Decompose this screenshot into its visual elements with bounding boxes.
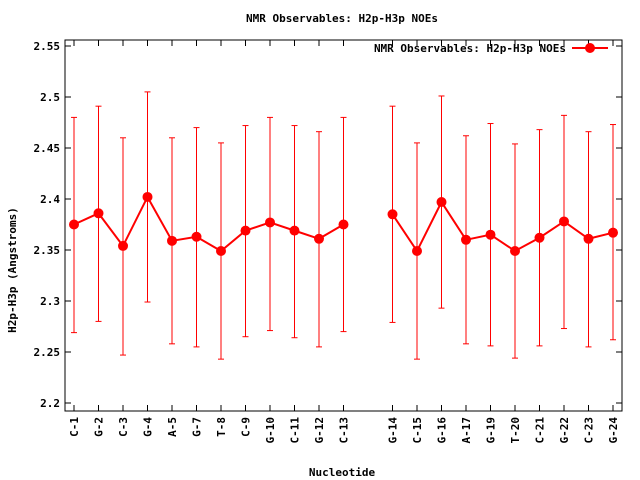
series-line-segment — [391, 200, 614, 254]
x-tick-label: A-5 — [166, 417, 179, 437]
data-point — [608, 227, 618, 238]
x-tick-label: G-14 — [387, 417, 400, 444]
data-point — [314, 233, 324, 244]
x-tick-label: G-12 — [313, 417, 326, 444]
x-tick-label: C-3 — [117, 417, 130, 437]
data-points — [69, 191, 618, 257]
data-point — [216, 246, 226, 257]
x-tick-label: C-9 — [240, 417, 253, 437]
y-tick-label: 2.25 — [34, 346, 61, 359]
x-tick-label: G-19 — [485, 417, 498, 444]
series-line-segment — [73, 194, 345, 253]
x-tick-label: C-11 — [289, 417, 302, 444]
x-tick-label: G-4 — [142, 417, 155, 437]
x-tick-label: C-15 — [411, 417, 424, 444]
data-point — [412, 246, 422, 257]
data-point — [461, 234, 471, 245]
data-point — [534, 232, 545, 243]
x-tick-label: C-23 — [583, 417, 596, 444]
x-axis-ticks: C-1 G-2 C-3 G-4 A-5 G-7 T-8 C-9 G-10 C-11 G-12 C-13… — [68, 40, 620, 444]
data-point — [485, 229, 496, 240]
x-axis-label: Nucleotide — [309, 466, 376, 479]
data-point — [559, 216, 569, 227]
data-point — [167, 235, 177, 246]
x-tick-label: C-1 — [68, 417, 81, 437]
x-tick-label: G-2 — [93, 417, 106, 437]
y-axis-label: H2p-H3p (Angstroms) — [6, 207, 19, 333]
y-tick-label: 2.45 — [34, 142, 61, 155]
data-point — [338, 219, 349, 230]
data-point — [436, 197, 447, 208]
data-point — [583, 233, 594, 244]
data-point — [510, 246, 520, 257]
x-tick-label: T-20 — [509, 417, 522, 444]
x-tick-label: C-21 — [534, 417, 547, 444]
legend: NMR Observables: H2p-H3p NOEs — [374, 42, 608, 55]
y-tick-label: 2.3 — [40, 295, 60, 308]
data-point — [69, 219, 79, 230]
y-tick-label: 2.2 — [40, 397, 60, 410]
x-tick-label: A-17 — [460, 417, 473, 444]
data-point — [289, 225, 300, 236]
data-point — [387, 209, 398, 220]
y-tick-label: 2.55 — [34, 40, 61, 53]
x-tick-label: G-10 — [264, 417, 277, 444]
data-point — [240, 225, 251, 236]
data-point — [93, 208, 104, 219]
data-point — [265, 217, 275, 228]
x-tick-label: G-7 — [191, 417, 204, 437]
legend-label: NMR Observables: H2p-H3p NOEs — [374, 42, 566, 55]
chart-title: NMR Observables: H2p-H3p NOEs — [246, 12, 438, 25]
x-tick-label: G-24 — [607, 417, 620, 444]
legend-marker-sample — [585, 43, 595, 53]
y-axis-ticks: 2.2 2.25 2.3 2.35 2.4 2.45 2.5 2.55 — [34, 40, 622, 410]
y-tick-label: 2.35 — [34, 244, 61, 257]
x-tick-label: G-22 — [558, 417, 571, 444]
data-point — [191, 231, 202, 242]
data-point — [142, 191, 153, 202]
x-tick-label: T-8 — [215, 417, 228, 437]
x-tick-label: C-13 — [338, 417, 351, 444]
y-tick-label: 2.5 — [40, 91, 60, 104]
x-tick-label: G-16 — [436, 417, 449, 444]
data-point — [118, 240, 128, 251]
y-tick-label: 2.4 — [40, 193, 60, 206]
